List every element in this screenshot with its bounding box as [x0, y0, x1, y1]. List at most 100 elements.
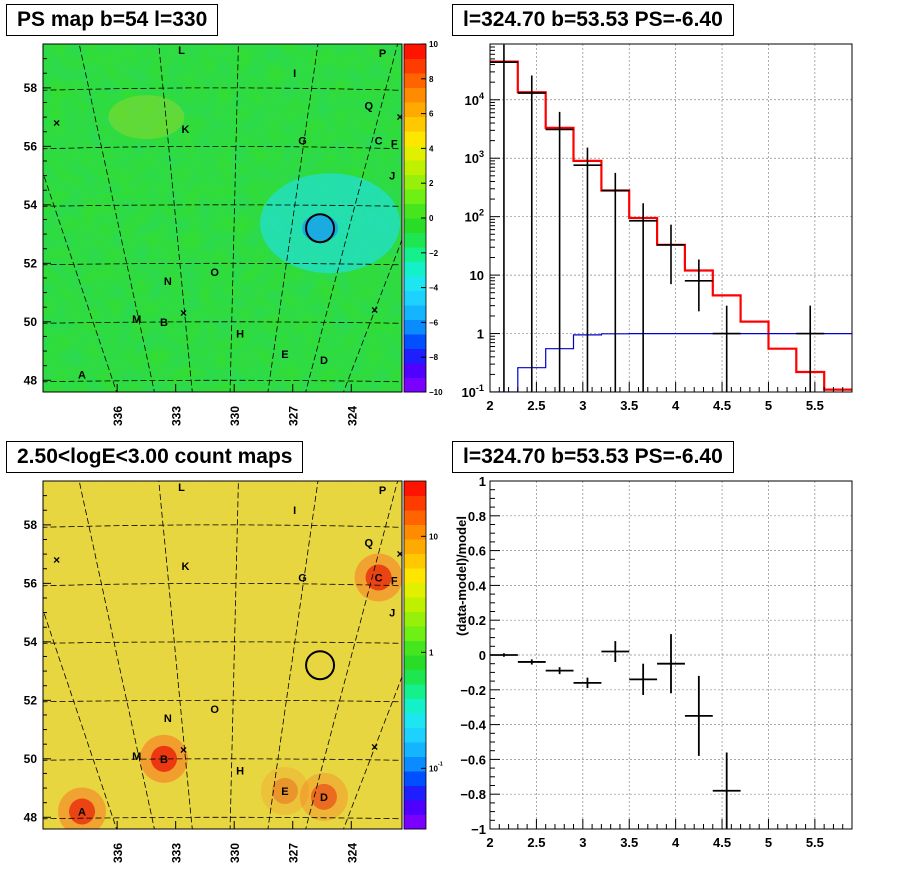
latitude-gridline [43, 204, 402, 207]
x-tick-label: 5 [765, 398, 772, 413]
latitude-gridline [43, 641, 402, 644]
source-marker: × [397, 110, 404, 124]
residual-title: l=324.70 b=53.53 PS=-6.40 [452, 441, 734, 473]
y-tick-label: 54 [24, 635, 38, 649]
colorbar-segment [404, 276, 426, 291]
residual-plot [489, 480, 853, 830]
x-tick-label: 324 [345, 843, 359, 863]
colorbar-segment [404, 102, 426, 117]
x-tick-label: 4 [672, 398, 680, 413]
colorbar-tick-label: 8 [429, 75, 434, 84]
latitude-gridline [43, 758, 402, 761]
source-label: H [236, 766, 244, 778]
colorbar-tick-label: −4 [429, 284, 439, 293]
x-tick-label: 330 [228, 406, 242, 426]
latitude-gridline [43, 583, 402, 587]
colorbar-segment [404, 319, 426, 335]
colorbar-segment [404, 481, 426, 496]
longitude-gridline [229, 44, 239, 392]
colorbar-segment [404, 568, 426, 583]
source-label: D [320, 792, 328, 804]
spectrum-title: l=324.70 b=53.53 PS=-6.40 [452, 4, 734, 36]
source-marker: × [53, 553, 60, 567]
source-label: G [298, 136, 307, 148]
colorbar-segment [404, 756, 426, 772]
colorbar-tick-label: 4 [429, 144, 434, 153]
colorbar-segment [404, 44, 426, 59]
y-tick-label: 56 [24, 139, 38, 153]
colorbar-segment [404, 800, 426, 815]
source-label: K [181, 124, 189, 136]
y-tick-label: −0.4 [460, 718, 486, 733]
y-tick-label: 48 [24, 810, 38, 824]
colorbar-segment [404, 189, 426, 204]
source-label: J [389, 608, 395, 620]
x-tick-label: 2 [486, 398, 493, 413]
colorbar-segment [404, 116, 426, 132]
y-tick-label: 52 [24, 693, 38, 707]
source-label: I [293, 68, 296, 80]
colorbar-segment [404, 495, 426, 511]
background-histogram [490, 333, 852, 392]
y-tick-label: 50 [24, 315, 38, 329]
bright-source-core [365, 564, 392, 591]
colorbar-segment [404, 684, 426, 699]
colorbar-segment [404, 539, 426, 554]
source-marker: × [180, 306, 187, 320]
colorbar-segment [404, 232, 426, 248]
colorbar-tick-label: −2 [429, 249, 439, 258]
source-label: B [160, 317, 168, 329]
colorbar-segment [404, 771, 426, 786]
x-tick-label: 5 [765, 835, 772, 850]
y-tick-label: 102 [464, 208, 484, 225]
target-circle [305, 650, 336, 681]
colorbar-tick-label: 6 [429, 110, 434, 119]
ps-map-title: PS map b=54 l=330 [6, 4, 219, 36]
spectrum-area [490, 44, 852, 392]
colorbar-tick-label: 2 [429, 179, 434, 188]
x-tick-label: 3 [579, 398, 586, 413]
map-texture-green [43, 481, 402, 829]
longitude-gridline [267, 481, 319, 829]
source-label: I [293, 505, 296, 517]
y-tick-label: 56 [24, 576, 38, 590]
y-tick-label: 10-1 [461, 383, 484, 400]
source-label: G [298, 573, 307, 585]
colorbar-segment [404, 218, 426, 233]
source-label: D [320, 355, 328, 367]
count_map-image: L P I Q K G C F J O N M B H E D A × × × × [43, 481, 402, 829]
y-tick-label: 104 [464, 91, 484, 108]
colorbar-segment [404, 553, 426, 569]
bright-source-core [310, 783, 337, 810]
longitude-gridline [267, 44, 319, 392]
longitude-gridline [305, 44, 399, 392]
source-label: O [210, 704, 219, 716]
colorbar-tick-label: −6 [429, 318, 439, 327]
colorbar-segment [404, 669, 426, 685]
colorbar-segment [404, 160, 426, 175]
x-tick-label: 4.5 [713, 835, 731, 850]
y-tick-label: 54 [24, 198, 38, 212]
source-label: C [375, 573, 383, 585]
source-label: K [181, 561, 189, 573]
map-frame [42, 43, 403, 393]
source-marker: × [53, 116, 60, 130]
colorbar-tick-label: 10 [429, 532, 438, 541]
colorbar-segment [404, 611, 426, 627]
longitude-gridline [158, 481, 193, 829]
latitude-gridline [43, 262, 402, 266]
x-tick-label: 333 [170, 406, 184, 426]
colorbar-tick-label: −10 [429, 388, 443, 397]
source-label: B [160, 754, 168, 766]
colorbar-segment [404, 334, 426, 349]
bright-source-halo [260, 766, 309, 815]
source-label: M [132, 314, 141, 326]
source-label: O [210, 267, 219, 279]
longitude-gridline [78, 44, 155, 392]
source-label: Q [365, 100, 374, 112]
colorbar-segment [404, 377, 426, 393]
x-tick-label: 4 [672, 835, 680, 850]
y-axis-label: (data-model)/model [454, 516, 469, 636]
longitude-gridline [229, 481, 239, 829]
y-tick-label: 50 [24, 752, 38, 766]
